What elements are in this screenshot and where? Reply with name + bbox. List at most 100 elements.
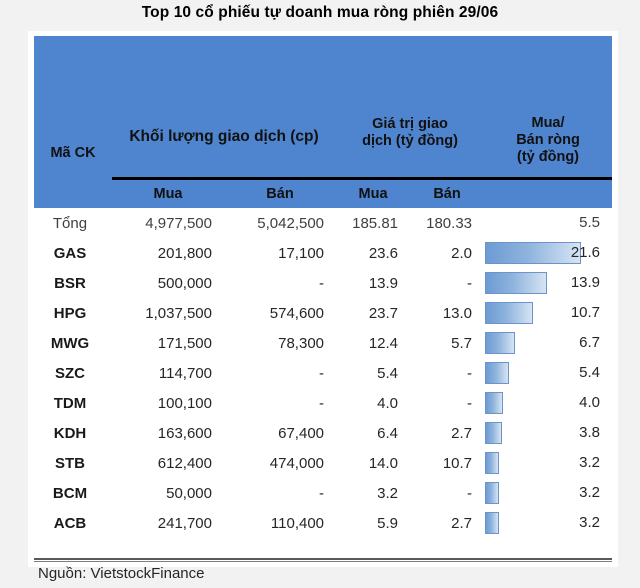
cell-value-buy: 23.6 [336,238,411,268]
cell-volume-buy: 612,400 [112,448,224,478]
net-value-label: 3.8 [579,424,601,441]
net-data-bar [485,362,510,384]
table-row-total: Tổng 4,977,500 5,042,500 185.81 180.33 5.5 [34,208,613,238]
cell-net: 13.9 [484,268,613,298]
table-row: TDM 100,100-4.0-4.0 [34,388,613,418]
cell-net: 3.8 [484,418,613,448]
cell-volume-sell: 110,400 [224,508,337,538]
table-row: HPG 1,037,500 574,600 23.7 13.0 10.7 [34,298,613,328]
cell-code: STB [34,448,112,478]
table-row: BCM 50,000-3.2-3.2 [34,478,613,508]
net-buy-table: Mã CK Khối lượng giao dịch (cp) Giá trị … [34,36,613,538]
net-data-bar [485,452,500,474]
header-row-sub: Mua Bán Mua Bán [34,176,613,208]
net-data-bar [485,392,503,414]
cell-net: 21.6 [484,238,613,268]
cell-code: SZC [34,358,112,388]
net-value-label: 10.7 [570,304,601,321]
table-row: SZC 114,700-5.4-5.4 [34,358,613,388]
subheader-net [484,176,613,208]
net-value-label: 3.2 [579,454,601,471]
cell-value-buy: 12.4 [336,328,411,358]
cell-code: GAS [34,238,112,268]
cell-code: BSR [34,268,112,298]
cell-code: ACB [34,508,112,538]
cell-net: 3.2 [484,478,613,508]
cell-value-sell: 5.7 [410,328,485,358]
cell-net: 3.2 [484,508,613,538]
net-value-label: 4.0 [579,394,601,411]
cell-volume-sell: 67,400 [224,418,337,448]
net-data-bar [485,482,500,504]
cell-net: 6.7 [484,328,613,358]
cell-value-sell: - [410,358,485,388]
cell-net: 10.7 [484,298,613,328]
cell-value-sell: 2.0 [410,238,485,268]
table-row: GAS 201,800 17,100 23.6 2.0 21.6 [34,238,613,268]
column-header-net-line3: (tỷ đồng) [517,149,580,166]
table-row: STB 612,400 474,000 14.0 10.7 3.2 [34,448,613,478]
cell-volume-sell: 574,600 [224,298,337,328]
cell-volume-sell: 17,100 [224,238,337,268]
cell-value-sell: - [410,388,485,418]
table-header: Mã CK Khối lượng giao dịch (cp) Giá trị … [34,36,613,208]
cell-value-sell: 13.0 [410,298,485,328]
column-header-value: Giá trị giao dịch (tỷ đồng) [336,36,485,178]
table-row: MWG 171,500 78,300 12.4 5.7 6.7 [34,328,613,358]
column-header-net: Mua/ Bán ròng (tỷ đồng) [484,36,613,178]
cell-value-sell: - [410,478,485,508]
cell-volume-buy: 114,700 [112,358,224,388]
cell-volume-buy: 201,800 [112,238,224,268]
column-header-code: Mã CK [34,36,112,178]
cell-volume-sell: 5,042,500 [224,208,337,238]
net-value-label: 5.5 [579,214,601,231]
net-value-label: 13.9 [570,274,601,291]
cell-code: BCM [34,478,112,508]
subheader-volume-buy: Mua [112,176,224,208]
cell-volume-buy: 500,000 [112,268,224,298]
cell-value-sell: 10.7 [410,448,485,478]
source-note: Nguồn: VietstockFinance [38,565,205,582]
cell-code: KDH [34,418,112,448]
cell-value-buy: 3.2 [336,478,411,508]
net-data-bar [485,332,515,354]
cell-code: MWG [34,328,112,358]
cell-volume-sell: - [224,358,337,388]
cell-volume-buy: 100,100 [112,388,224,418]
column-header-net-line1: Mua/ [531,115,565,132]
table-row: BSR 500,000-13.9-13.9 [34,268,613,298]
cell-code: HPG [34,298,112,328]
subheader-volume-sell: Bán [224,176,337,208]
cell-value-sell: 2.7 [410,508,485,538]
net-value-label: 5.4 [579,364,601,381]
cell-value-buy: 14.0 [336,448,411,478]
cell-net: 5.5 [484,208,613,238]
column-header-net-line2: Bán ròng [516,132,580,149]
cell-volume-buy: 171,500 [112,328,224,358]
cell-volume-buy: 241,700 [112,508,224,538]
net-data-bar [485,302,533,324]
header-row-main: Mã CK Khối lượng giao dịch (cp) Giá trị … [34,36,613,178]
subheader-spacer [34,178,112,208]
page-title: Top 10 cổ phiếu tự doanh mua ròng phiên … [141,4,499,21]
net-data-bar [485,272,547,294]
cell-volume-sell: 474,000 [224,448,337,478]
subheader-value-buy: Mua [336,176,411,208]
table-body: Tổng 4,977,500 5,042,500 185.81 180.33 5.5 GAS… [34,208,613,538]
cell-volume-sell: - [224,268,337,298]
cell-volume-buy: 1,037,500 [112,298,224,328]
cell-code: Tổng [34,208,112,238]
subheader-value-sell: Bán [410,176,485,208]
cell-volume-sell: 78,300 [224,328,337,358]
cell-value-buy: 23.7 [336,298,411,328]
table-row: KDH 163,600 67,400 6.4 2.7 3.8 [34,418,613,448]
cell-value-buy: 5.4 [336,358,411,388]
cell-volume-sell: - [224,388,337,418]
cell-net: 5.4 [484,358,613,388]
net-value-label: 3.2 [579,514,601,531]
cell-value-buy: 6.4 [336,418,411,448]
cell-value-buy: 13.9 [336,268,411,298]
cell-net: 4.0 [484,388,613,418]
column-header-value-line2: dịch (tỷ đồng) [362,133,458,150]
cell-value-sell: - [410,268,485,298]
